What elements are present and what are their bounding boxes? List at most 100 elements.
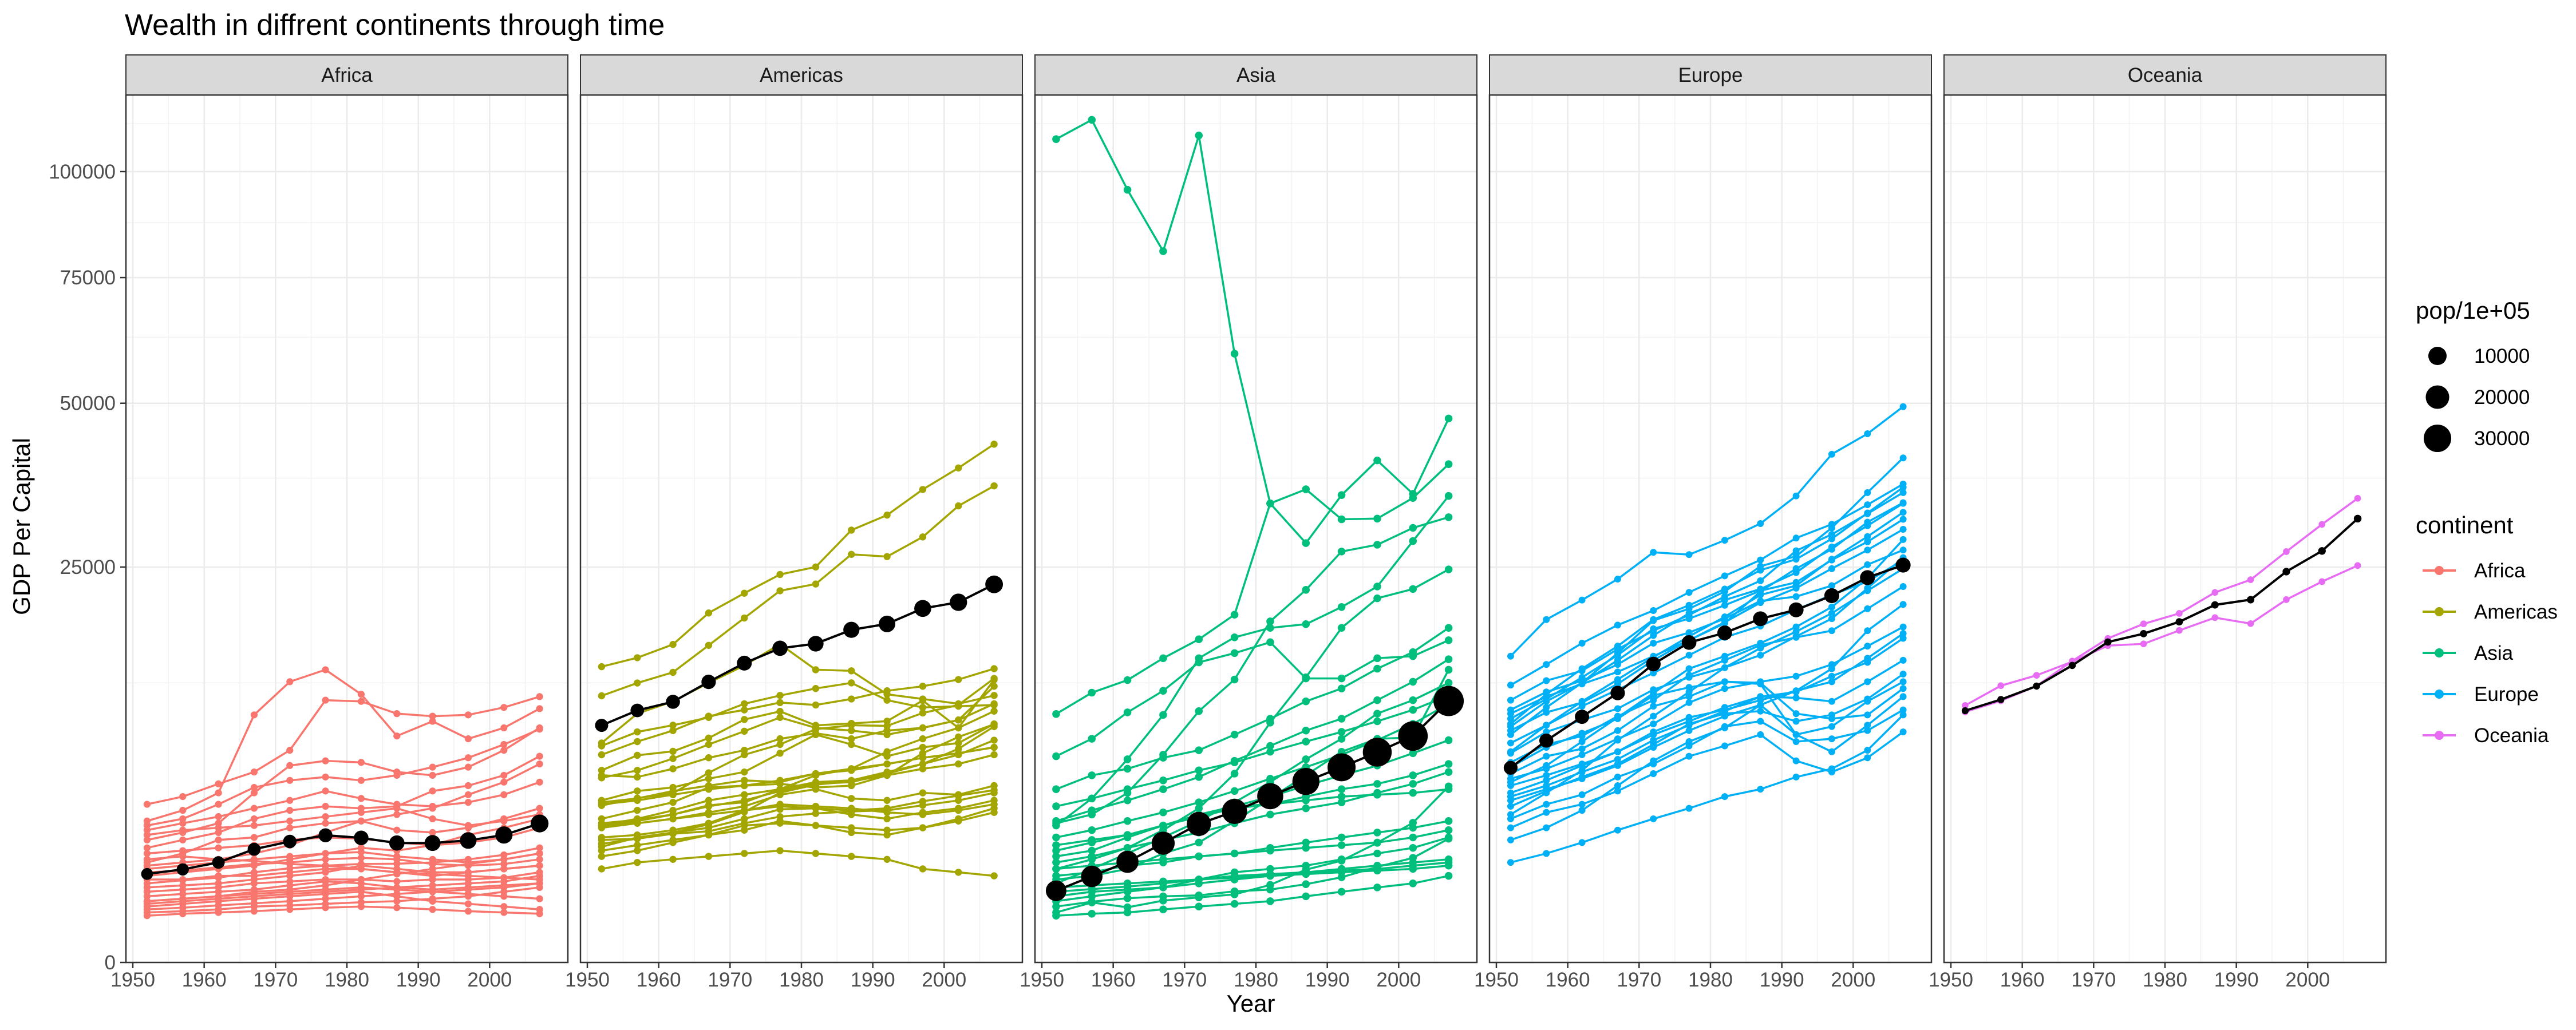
country-point <box>2247 620 2254 627</box>
country-point <box>215 789 222 797</box>
country-point <box>812 802 820 810</box>
country-point <box>1230 611 1239 619</box>
country-point <box>598 865 606 873</box>
country-point <box>500 704 508 711</box>
country-point <box>1899 693 1907 700</box>
mean-point <box>737 655 752 671</box>
facet-strip-label: Oceania <box>2128 64 2203 86</box>
country-point <box>215 844 222 851</box>
country-point <box>1052 871 1060 880</box>
country-point <box>955 739 962 747</box>
country-point <box>955 733 962 741</box>
country-point <box>1792 584 1800 592</box>
country-point <box>464 908 472 915</box>
mean-point <box>1860 570 1875 585</box>
country-point <box>1159 808 1167 817</box>
country-point <box>1650 670 1657 677</box>
country-point <box>1373 884 1381 892</box>
country-point <box>464 735 472 743</box>
country-point <box>1302 673 1310 682</box>
country-point <box>357 759 365 766</box>
country-point <box>705 802 713 810</box>
country-point <box>215 874 222 881</box>
country-line <box>147 695 540 806</box>
country-point <box>1052 752 1060 760</box>
country-point <box>464 860 472 868</box>
mean-line <box>1965 517 2358 712</box>
country-point <box>1864 538 1871 545</box>
country-line <box>147 727 540 841</box>
country-point <box>812 685 820 692</box>
country-point <box>1230 350 1239 358</box>
color-legend-label: Africa <box>2474 560 2526 582</box>
country-point <box>536 850 543 857</box>
country-point <box>1444 826 1453 834</box>
country-point <box>1373 780 1381 788</box>
country-point <box>1899 454 1907 462</box>
mean-point <box>1433 686 1464 716</box>
country-point <box>1123 676 1132 684</box>
country-point <box>1302 586 1310 594</box>
country-point <box>812 770 820 778</box>
country-point <box>848 550 855 558</box>
mean-point <box>879 615 896 632</box>
country-point <box>322 904 329 912</box>
country-point <box>1337 491 1346 499</box>
country-point <box>1721 572 1728 580</box>
country-point <box>1614 782 1621 789</box>
x-tick-label: 1950 <box>1020 969 1064 991</box>
country-point <box>1578 674 1586 681</box>
country-point <box>143 855 151 863</box>
country-point <box>1337 735 1346 743</box>
country-point <box>1302 804 1310 813</box>
country-line <box>147 857 540 874</box>
country-point <box>1088 838 1096 847</box>
country-point <box>500 865 508 873</box>
country-point <box>1899 583 1907 590</box>
country-point <box>1899 536 1907 543</box>
facet-strip <box>125 54 568 96</box>
country-series <box>598 805 998 854</box>
weighted-mean-series <box>1045 686 1464 901</box>
country-point <box>2140 640 2147 648</box>
mean-point <box>1717 625 1732 640</box>
country-point <box>1337 888 1346 896</box>
country-point <box>393 732 401 740</box>
facet-panels: Africa 1950 1960 1970 1980 1990 2000 Americas 19… <box>49 54 2387 991</box>
country-series <box>1052 624 1453 793</box>
country-point <box>919 486 927 493</box>
country-point <box>1507 775 1514 782</box>
country-point <box>1195 838 1203 847</box>
country-point <box>1757 556 1764 564</box>
country-line <box>1056 694 1449 807</box>
mean-point <box>1753 611 1768 627</box>
country-point <box>848 853 855 860</box>
country-point <box>1507 682 1514 689</box>
country-point <box>1052 710 1060 718</box>
country-point <box>1195 798 1203 806</box>
country-point <box>741 797 748 804</box>
country-point <box>1052 846 1060 855</box>
country-point <box>1721 742 1728 750</box>
country-point <box>215 909 222 916</box>
country-point <box>1409 789 1417 797</box>
country-point <box>1685 629 1693 636</box>
country-point <box>669 798 677 806</box>
mean-point <box>283 834 297 849</box>
country-series <box>1052 858 1453 896</box>
country-point <box>1409 648 1417 656</box>
country-point <box>598 751 606 759</box>
country-point <box>1721 656 1728 664</box>
country-point <box>1230 731 1239 739</box>
country-line <box>1056 874 1449 917</box>
country-point <box>669 641 677 648</box>
country-point <box>1614 705 1621 712</box>
x-axis-title: Year <box>1227 990 1275 1017</box>
country-line <box>147 668 540 822</box>
country-point <box>1052 912 1060 920</box>
country-point <box>1899 526 1907 533</box>
country-line <box>147 852 540 902</box>
country-point <box>1721 593 1728 600</box>
country-point <box>1685 615 1693 623</box>
country-point <box>1444 858 1453 866</box>
